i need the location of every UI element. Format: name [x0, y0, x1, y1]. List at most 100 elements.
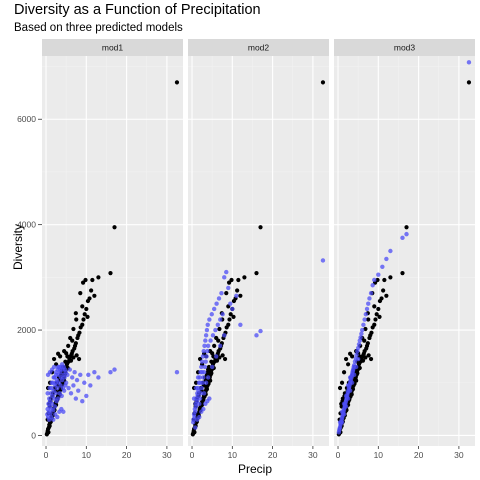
- observed-point: [382, 277, 387, 283]
- predicted-point: [360, 327, 365, 333]
- predicted-point: [358, 335, 363, 340]
- observed-point: [217, 326, 222, 332]
- predicted-point: [356, 342, 362, 347]
- x-tick-label: 0: [44, 450, 49, 460]
- observed-point: [220, 353, 225, 358]
- observed-point: [71, 355, 76, 360]
- observed-point: [320, 80, 326, 85]
- x-tick-label: 20: [268, 450, 278, 460]
- predicted-point: [191, 396, 197, 401]
- predicted-point: [55, 414, 60, 420]
- predicted-point: [202, 364, 208, 370]
- observed-point: [66, 343, 71, 348]
- predicted-point: [214, 301, 219, 306]
- observed-point: [341, 370, 347, 375]
- predicted-point: [82, 380, 87, 385]
- predicted-point: [205, 375, 211, 380]
- observed-point: [357, 365, 362, 371]
- observed-point: [348, 351, 353, 356]
- predicted-point: [49, 401, 55, 407]
- predicted-point: [84, 393, 89, 399]
- observed-point: [47, 423, 52, 429]
- y-tick-label: 2000: [17, 325, 36, 335]
- observed-point: [87, 296, 92, 301]
- observed-point: [174, 80, 180, 85]
- predicted-point: [71, 383, 76, 388]
- y-axis-label: Diversity: [11, 224, 25, 271]
- predicted-point: [112, 367, 117, 372]
- predicted-point: [364, 306, 370, 312]
- predicted-point: [193, 409, 198, 414]
- predicted-point: [359, 331, 364, 336]
- predicted-point: [366, 301, 371, 306]
- chart-subtitle: Based on three predicted models: [14, 22, 183, 34]
- predicted-point: [61, 388, 67, 393]
- facet-strip-label: mod3: [394, 43, 416, 53]
- predicted-point: [208, 338, 213, 343]
- predicted-point: [45, 372, 51, 378]
- observed-point: [365, 341, 370, 346]
- observed-point: [77, 330, 82, 335]
- observed-point: [366, 353, 371, 358]
- observed-point: [44, 432, 49, 437]
- x-tick-label: 30: [162, 450, 172, 460]
- observed-point: [210, 351, 215, 356]
- predicted-point: [192, 414, 197, 420]
- predicted-point: [78, 372, 83, 378]
- predicted-point: [88, 383, 93, 388]
- predicted-point: [254, 333, 259, 338]
- observed-point: [90, 277, 95, 283]
- predicted-point: [201, 406, 206, 412]
- observed-point: [466, 80, 472, 85]
- observed-point: [78, 291, 83, 296]
- predicted-point: [214, 354, 219, 359]
- x-axis-label: Precip: [237, 462, 272, 476]
- predicted-point: [222, 275, 227, 280]
- observed-point: [80, 322, 85, 327]
- predicted-point: [197, 401, 202, 407]
- predicted-point: [207, 317, 212, 322]
- predicted-point: [92, 370, 97, 375]
- predicted-point: [351, 372, 357, 378]
- predicted-point: [222, 333, 227, 338]
- observed-point: [354, 378, 359, 383]
- predicted-point: [52, 404, 58, 409]
- y-tick-label: 4000: [17, 220, 36, 230]
- predicted-point: [203, 338, 208, 343]
- predicted-point: [80, 399, 85, 404]
- observed-point: [71, 326, 76, 332]
- observed-point: [238, 293, 243, 298]
- facet-strip: [334, 39, 475, 56]
- predicted-point: [57, 367, 63, 372]
- predicted-point: [73, 396, 79, 401]
- predicted-point: [51, 375, 56, 380]
- predicted-point: [207, 396, 212, 401]
- predicted-point: [53, 380, 58, 385]
- observed-point: [227, 317, 232, 322]
- x-tick-label: 30: [308, 450, 318, 460]
- observed-point: [112, 225, 117, 230]
- observed-point: [73, 311, 78, 316]
- predicted-point: [354, 352, 359, 358]
- observed-point: [231, 314, 236, 319]
- predicted-point: [202, 343, 207, 349]
- predicted-point: [59, 362, 65, 367]
- predicted-point: [380, 264, 385, 270]
- predicted-point: [67, 367, 72, 372]
- predicted-point: [345, 383, 351, 388]
- chart-title: Diversity as a Function of Precipitation: [14, 2, 261, 18]
- panel-background: [188, 56, 329, 446]
- predicted-point: [201, 375, 206, 380]
- observed-point: [68, 335, 73, 341]
- observed-point: [346, 362, 351, 367]
- observed-point: [222, 356, 228, 362]
- predicted-point: [320, 258, 326, 263]
- predicted-point: [404, 231, 409, 237]
- predicted-point: [45, 391, 50, 396]
- observed-point: [366, 317, 371, 322]
- predicted-point: [61, 409, 66, 414]
- predicted-point: [195, 375, 201, 380]
- observed-point: [56, 351, 61, 356]
- predicted-point: [372, 277, 377, 283]
